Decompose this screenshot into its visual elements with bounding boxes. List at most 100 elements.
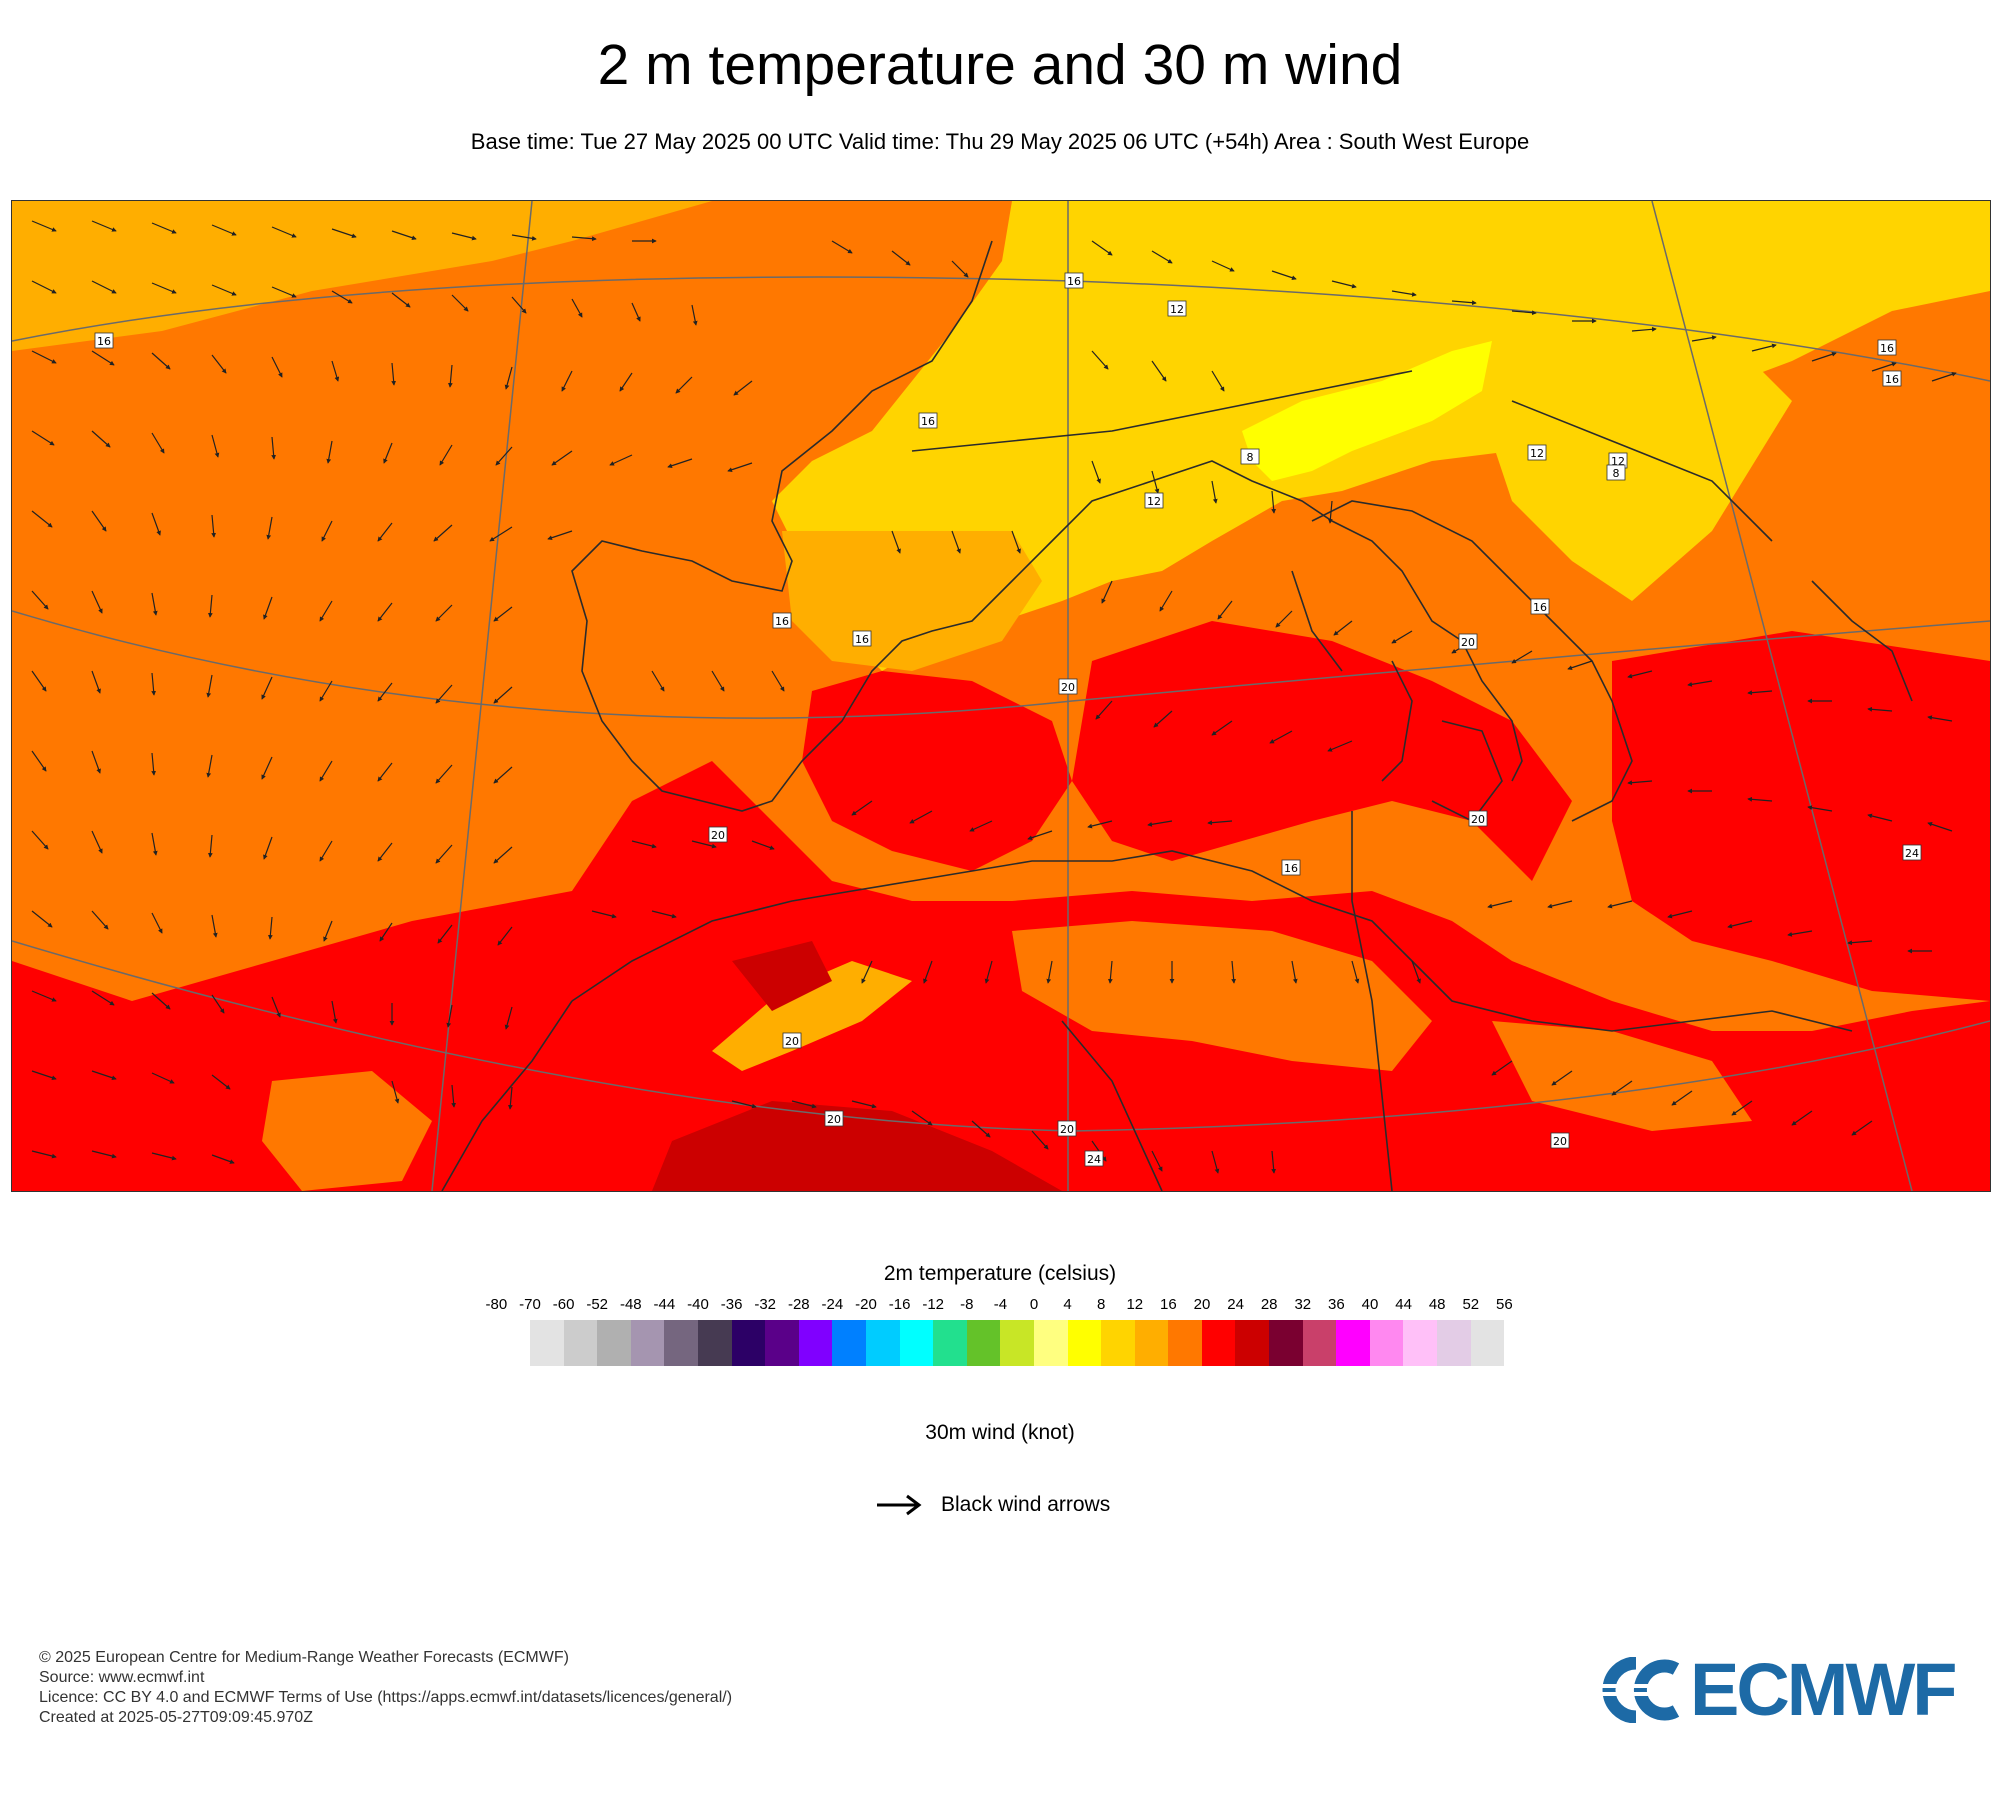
colorbar-tick-label: -16 xyxy=(888,1296,911,1313)
source-text: Source: www.ecmwf.int xyxy=(39,1669,205,1686)
colorbar-swatch xyxy=(1000,1320,1034,1366)
isotherm-label: 16 xyxy=(1067,275,1081,288)
western-mediterranean-warm xyxy=(1072,621,1572,881)
atlas-mountains-cool xyxy=(712,961,912,1071)
colorbar-swatch xyxy=(832,1320,866,1366)
colorbar-swatch xyxy=(731,1320,766,1366)
colorbar-tick-label: -36 xyxy=(720,1296,743,1313)
isotherm-label: 16 xyxy=(921,415,935,428)
wind-arrow-field xyxy=(31,220,1957,1174)
colorbar-tick-label: 8 xyxy=(1097,1296,1106,1313)
colorbar-tick-label: -8 xyxy=(960,1296,974,1313)
colorbar-swatch xyxy=(1302,1320,1337,1366)
colorbar-tick-label: 48 xyxy=(1428,1296,1446,1313)
map-canvas: 16 16 16 16 16 16 16 12 12 12 12 8 8 16 … xyxy=(12,201,1990,1191)
colorbar-tick-label: -28 xyxy=(787,1296,810,1313)
isotherm-label: 20 xyxy=(785,1035,799,1048)
colorbar-tick-label: -40 xyxy=(687,1296,709,1313)
arrow-right-icon xyxy=(877,1494,922,1516)
created-text: Created at 2025-05-27T09:09:45.970Z xyxy=(39,1709,313,1726)
isotherm-label: 20 xyxy=(711,829,725,842)
north-atlantic-cool xyxy=(12,201,712,351)
colorbar-tick-label: 40 xyxy=(1361,1296,1379,1313)
isotherm-label: 16 xyxy=(97,335,111,348)
isotherm-label: 24 xyxy=(1905,847,1919,860)
colorbar-tick-label: -70 xyxy=(519,1296,541,1313)
alps-cold-band xyxy=(1242,341,1492,481)
colorbar-swatch xyxy=(765,1320,799,1366)
temperature-legend-ticks: -80 -70 -60 -52 -48 -44 -40 -36 -32 -28 -24 -20 -16-… xyxy=(0,1296,2000,1316)
footer: © 2025 European Centre for Medium-Range … xyxy=(39,1648,732,1728)
chart-subtitle: Base time: Tue 27 May 2025 00 UTC Valid … xyxy=(470,129,1530,154)
colorbar-tick-label: -52 xyxy=(586,1296,609,1313)
libya-interior xyxy=(1492,1021,1752,1131)
colorbar-swatch xyxy=(798,1320,833,1366)
isotherm-label: 20 xyxy=(1061,681,1075,694)
colorbar-tick-label: -20 xyxy=(855,1296,877,1313)
isotherm-label: 20 xyxy=(827,1113,841,1126)
isotherm-label: 8 xyxy=(1613,467,1620,480)
coastlines xyxy=(441,240,1913,1191)
canary-islands-area xyxy=(262,1071,432,1191)
iberia-hot-interior xyxy=(802,671,1072,871)
colorbar-swatch xyxy=(1369,1320,1404,1366)
atlantic-west-strip xyxy=(12,761,112,961)
colorbar-swatch xyxy=(630,1320,665,1366)
colorbar-tick-label: 12 xyxy=(1126,1296,1144,1313)
colorbar-swatch xyxy=(1437,1320,1471,1366)
ecmwf-logo-icon xyxy=(1596,1657,1680,1723)
colorbar-tick-label: 28 xyxy=(1260,1296,1278,1313)
temperature-legend-title: 2m temperature (celsius) xyxy=(883,1262,1117,1285)
colorbar-swatch xyxy=(697,1320,732,1366)
isotherm-label: 20 xyxy=(1553,1135,1567,1148)
colorbar-swatch xyxy=(933,1320,967,1366)
colorbar-tick-label: 4 xyxy=(1063,1296,1072,1313)
colorbar-tick-label: 20 xyxy=(1193,1296,1211,1313)
colorbar-swatch xyxy=(1403,1320,1438,1366)
colorbar-tick-label: 16 xyxy=(1160,1296,1177,1313)
ecmwf-logo-text: ECMWF xyxy=(1690,1648,1957,1731)
colorbar-swatch xyxy=(1101,1320,1135,1366)
isotherm-label: 12 xyxy=(1170,303,1184,316)
chart-title: 2 m temperature and 30 m wind xyxy=(597,33,1403,97)
isotherm-label: 20 xyxy=(1471,813,1485,826)
colorbar-tick-label: 52 xyxy=(1462,1296,1480,1313)
colorbar-swatch xyxy=(865,1320,900,1366)
colorbar-tick-label: 24 xyxy=(1227,1296,1244,1313)
colorbar-swatch xyxy=(664,1320,698,1366)
isotherm-label: 8 xyxy=(1247,451,1254,464)
temperature-colorbar xyxy=(530,1320,1505,1366)
sahara-very-hot xyxy=(652,1101,1062,1191)
isotherm-label: 16 xyxy=(855,633,869,646)
colorbar-tick-label: 44 xyxy=(1395,1296,1412,1313)
isotherm-label: 20 xyxy=(1461,636,1475,649)
eastern-mediterranean-warm xyxy=(1612,631,1990,1001)
wind-legend-label: Black wind arrows xyxy=(941,1493,1111,1516)
colorbar-tick-label: 32 xyxy=(1294,1296,1312,1313)
ecmwf-logo: ECMWF xyxy=(1590,1648,1970,1731)
colorbar-swatch xyxy=(530,1320,564,1366)
isotherm-label: 16 xyxy=(1533,601,1547,614)
isotherm-label: 12 xyxy=(1147,495,1161,508)
morocco-very-hot xyxy=(732,941,832,1011)
colorbar-tick-label: -44 xyxy=(653,1296,676,1313)
wind-legend-title: 30m wind (knot) xyxy=(925,1421,1075,1444)
colorbar-swatch xyxy=(1134,1320,1169,1366)
sahara-interior xyxy=(1012,921,1432,1071)
colorbar-tick-label: 36 xyxy=(1328,1296,1345,1313)
colorbar-swatch xyxy=(597,1320,631,1366)
colorbar-tick-label: -48 xyxy=(619,1296,642,1313)
colorbar-tick-label: -24 xyxy=(821,1296,844,1313)
isotherm-label: 16 xyxy=(775,615,789,628)
isotherm-label: 24 xyxy=(1087,1153,1101,1166)
colorbar-swatch xyxy=(899,1320,934,1366)
colorbar-swatch xyxy=(1470,1320,1505,1366)
temperature-wind-map: 16 16 16 16 16 16 16 12 12 12 12 8 8 16 … xyxy=(11,200,1991,1192)
wind-legend: Black wind arrows xyxy=(875,1490,1110,1520)
colorbar-swatch xyxy=(1067,1320,1102,1366)
balkans-cool-region xyxy=(1492,321,1792,601)
colorbar-swatch xyxy=(1336,1320,1370,1366)
isotherm-labels: 16 16 16 16 16 16 16 12 12 12 12 8 8 16 … xyxy=(94,272,1922,1167)
colorbar-swatch xyxy=(966,1320,1001,1366)
colorbar-tick-label: -32 xyxy=(754,1296,777,1313)
